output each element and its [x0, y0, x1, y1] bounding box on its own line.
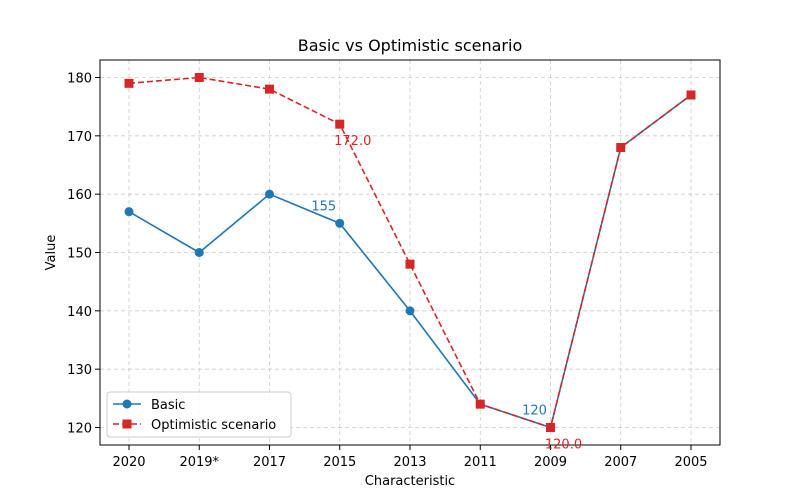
y-tick-label: 130 — [67, 363, 92, 378]
data-point-square — [405, 259, 415, 269]
data-label: 120 — [522, 404, 547, 419]
data-point-square — [546, 423, 555, 432]
legend-box — [106, 391, 292, 438]
data-point-square — [475, 399, 485, 409]
data-point-circle — [265, 189, 274, 199]
y-tick-label: 120 — [67, 422, 92, 437]
x-tick-label: 2011 — [464, 455, 497, 470]
data-point-circle — [335, 218, 345, 228]
data-point-square — [124, 78, 134, 88]
legend-label: Optimistic scenario — [151, 418, 276, 433]
x-tick-label: 2020 — [112, 455, 145, 470]
data-label: 172.0 — [334, 134, 371, 149]
y-axis-label: Value — [44, 235, 59, 271]
y-tick-label: 160 — [67, 188, 92, 203]
y-tick-label: 140 — [67, 305, 92, 320]
x-tick-label: 2009 — [534, 455, 567, 470]
legend: Basic Optimistic scenario — [106, 391, 292, 438]
axis-ticks: 2020 2019* 2017 2015 2013 2011 2009 2007 2005 120… — [67, 72, 707, 471]
data-point-square — [686, 90, 696, 100]
series-line — [128, 76, 692, 429]
data-point-circle — [124, 207, 134, 217]
x-tick-label: 2019* — [179, 455, 219, 470]
x-tick-label: 2015 — [323, 455, 356, 470]
y-tick-label: 170 — [67, 130, 92, 145]
data-labels: 155 120 172.0 120.0 — [311, 134, 582, 452]
x-tick-label: 2005 — [674, 455, 707, 470]
chart-title: Basic vs Optimistic scenario — [298, 36, 523, 55]
data-label: 120.0 — [545, 438, 582, 453]
data-point-square — [265, 84, 274, 94]
legend-label: Basic — [151, 398, 185, 413]
series-layer — [124, 73, 696, 432]
x-axis-label: Characteristic — [365, 474, 455, 489]
legend-marker-circle — [122, 399, 132, 409]
data-label: 155 — [311, 199, 336, 214]
legend-marker-square — [122, 419, 132, 429]
data-point-square — [616, 143, 626, 152]
y-tick-label: 150 — [67, 247, 92, 262]
data-point-circle — [194, 248, 204, 257]
data-point-square — [194, 73, 204, 82]
x-tick-label: 2017 — [253, 455, 286, 470]
data-point-circle — [405, 306, 415, 316]
y-tick-label: 180 — [67, 72, 92, 87]
x-tick-label: 2013 — [393, 455, 426, 470]
x-tick-label: 2007 — [604, 455, 637, 470]
data-point-square — [335, 119, 345, 129]
series-optimistic-scenario — [124, 73, 696, 432]
